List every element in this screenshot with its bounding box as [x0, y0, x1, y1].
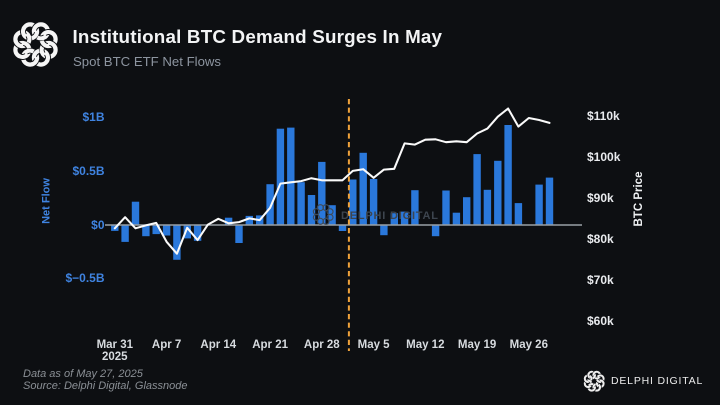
svg-text:DELPHI DIGITAL: DELPHI DIGITAL [341, 210, 439, 222]
